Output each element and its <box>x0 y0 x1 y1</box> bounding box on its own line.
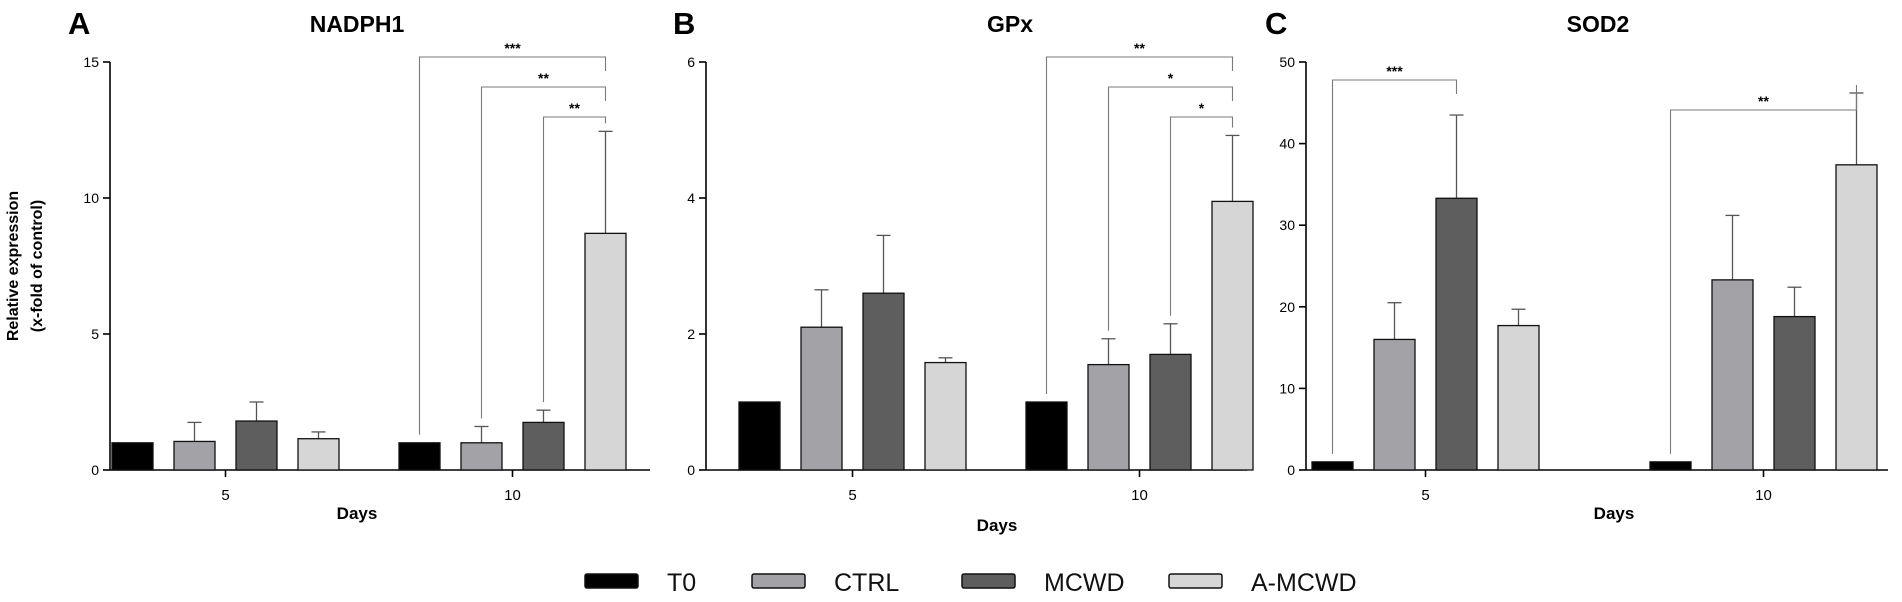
y-axis-label: (x-fold of control) <box>29 200 46 332</box>
chart-title: NADPH1 <box>310 11 405 37</box>
bar-mcwd-day-10 <box>522 421 565 471</box>
y-tick-label: 2 <box>687 326 695 342</box>
bar-t0-day-10 <box>1649 461 1692 471</box>
panel-letter: B <box>673 6 695 41</box>
x-tick-label: 5 <box>848 487 856 504</box>
bar-t0-day-5 <box>111 442 154 471</box>
bar-ctrl-day-10 <box>460 442 503 471</box>
bar-mcwd-day-5 <box>235 420 278 471</box>
legend-label-a-mcwd: A-MCWD <box>1251 569 1357 597</box>
significance-bracket <box>1669 85 1858 454</box>
bar-mcwd-day-10 <box>1149 353 1192 471</box>
legend-swatch-t0 <box>584 573 639 589</box>
bar-t0-day-5 <box>1311 461 1354 471</box>
bar-a-mcwd-day-5 <box>924 361 967 471</box>
y-tick-label: 10 <box>83 190 99 206</box>
significance-bracket <box>1331 79 1458 454</box>
y-tick-label: 0 <box>687 462 695 478</box>
x-tick-label: 10 <box>1131 487 1148 504</box>
bar-t0-day-10 <box>1025 401 1068 471</box>
y-tick-label: 15 <box>83 54 99 70</box>
x-axis-label: Days <box>337 504 378 523</box>
chart-title: SOD2 <box>1567 11 1630 37</box>
bar-a-mcwd-day-5 <box>1497 324 1540 471</box>
legend-swatch-a-mcwd <box>1168 573 1223 589</box>
y-tick-label: 4 <box>687 190 695 206</box>
bar-ctrl-day-10 <box>1087 363 1130 471</box>
significance-label: ** <box>1134 40 1145 56</box>
significance-label: * <box>1199 100 1205 116</box>
legend-swatch-ctrl <box>751 573 806 589</box>
x-tick-label: 10 <box>504 487 521 504</box>
bar-a-mcwd-day-5 <box>297 438 340 471</box>
y-axis-label: Relative expression <box>5 191 22 341</box>
significance-label: ** <box>569 100 580 116</box>
bar-mcwd-day-10 <box>1773 315 1816 471</box>
legend-label-ctrl: CTRL <box>834 569 899 597</box>
bar-ctrl-day-5 <box>1373 338 1416 471</box>
y-tick-label: 10 <box>1279 380 1295 396</box>
bar-t0-day-10 <box>398 442 441 471</box>
significance-label: ** <box>538 70 549 86</box>
significance-label: * <box>1168 70 1174 86</box>
x-tick-label: 5 <box>1421 487 1429 504</box>
y-tick-label: 50 <box>1279 54 1295 70</box>
y-tick-label: 0 <box>1287 462 1295 478</box>
y-tick-label: 0 <box>91 462 99 478</box>
y-tick-label: 30 <box>1279 217 1295 233</box>
panel-letter: A <box>68 6 90 41</box>
y-tick-label: 6 <box>687 54 695 70</box>
x-axis-label: Days <box>1594 504 1635 523</box>
panel-letter: C <box>1265 6 1287 41</box>
bar-ctrl-day-5 <box>800 326 843 471</box>
significance-bracket <box>480 86 607 419</box>
bar-a-mcwd-day-10 <box>584 232 627 471</box>
y-tick-label: 40 <box>1279 136 1295 152</box>
legend-label-mcwd: MCWD <box>1044 569 1125 597</box>
bar-mcwd-day-5 <box>862 292 905 471</box>
significance-bracket <box>418 56 607 435</box>
significance-bracket <box>1045 56 1234 394</box>
bar-ctrl-day-5 <box>173 440 216 471</box>
significance-label: ** <box>1758 93 1769 109</box>
bar-t0-day-5 <box>738 401 781 471</box>
chart-title: GPx <box>987 11 1033 37</box>
bar-a-mcwd-day-10 <box>1211 200 1254 471</box>
significance-bracket <box>542 116 607 403</box>
significance-label: *** <box>1386 63 1403 79</box>
legend-swatch-mcwd <box>961 573 1016 589</box>
x-tick-label: 10 <box>1755 487 1772 504</box>
x-axis-label: Days <box>977 516 1018 535</box>
legend: T0 CTRL MCWD A-MCWD <box>584 569 1357 597</box>
x-tick-label: 5 <box>221 487 229 504</box>
chart-panel-a: A NADPH1 0 5 10 15 5 10 Days Relative expression (… <box>5 6 650 523</box>
y-tick-label: 5 <box>91 326 99 342</box>
legend-label-t0: T0 <box>667 569 696 597</box>
significance-bracket <box>1169 116 1234 316</box>
bar-a-mcwd-day-10 <box>1835 164 1878 471</box>
bar-mcwd-day-5 <box>1435 197 1478 471</box>
bar-ctrl-day-10 <box>1711 279 1754 471</box>
significance-bracket <box>1107 86 1234 331</box>
significance-label: *** <box>504 40 521 56</box>
y-tick-label: 20 <box>1279 299 1295 315</box>
